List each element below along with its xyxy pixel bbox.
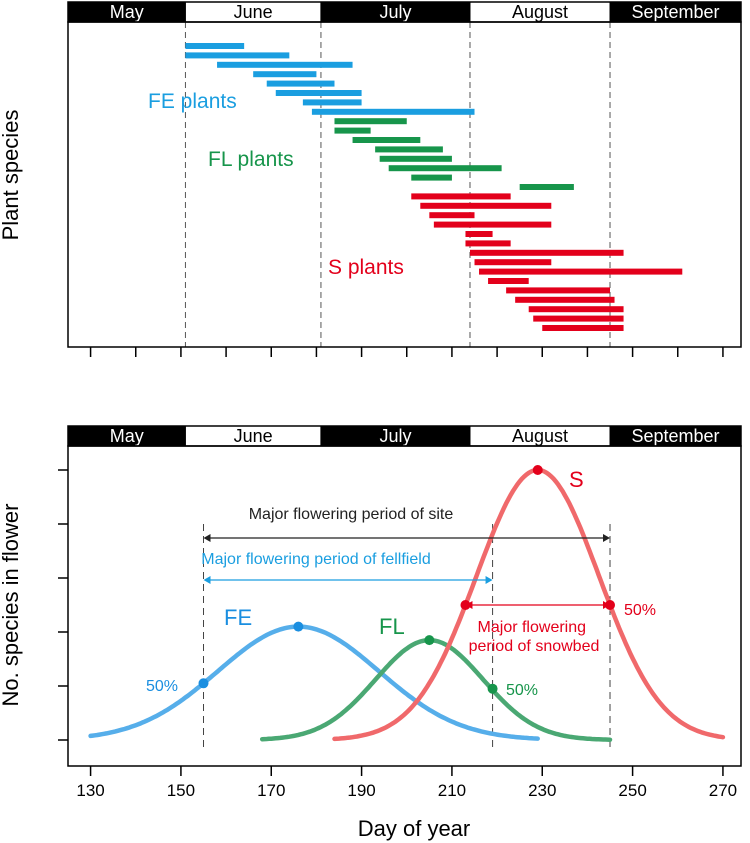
- label-fl-plants: FL plants: [208, 148, 294, 171]
- species-bar-s: [488, 278, 529, 284]
- arrow-label-snowbed: Major flowering period of snowbed: [469, 619, 600, 655]
- species-bar-s: [465, 240, 511, 247]
- species-bar-s: [420, 202, 552, 209]
- bottom-y-ticks: [58, 469, 68, 741]
- bottom-panel: May June July August September 130 150 170 190 2…: [0, 425, 742, 841]
- species-bar-fl: [411, 174, 452, 181]
- bottom-month-bar: May June July August September: [67, 425, 742, 447]
- bottom-curves: [88, 467, 726, 742]
- series-label-s: S: [569, 467, 584, 492]
- series-label-fl: FL: [379, 614, 405, 639]
- bottom-month-label-june: June: [234, 426, 273, 446]
- peak-marker-fe: [293, 621, 304, 632]
- bottom-month-label-may: May: [110, 426, 144, 446]
- bottom-x-tick-label: 270: [709, 781, 737, 800]
- half-marker-s: [460, 600, 471, 610]
- top-bars: [185, 43, 683, 331]
- species-bar-s: [479, 268, 683, 275]
- arrow-site-head-left: [203, 534, 211, 542]
- species-bar-fe: [311, 108, 475, 115]
- species-bar-fe: [185, 43, 245, 49]
- species-bar-s: [474, 259, 552, 266]
- top-month-label-july: July: [379, 2, 411, 22]
- top-month-label-may: May: [110, 2, 144, 22]
- half-label-fe: 50%: [146, 678, 178, 695]
- bottom-markers: [198, 465, 616, 694]
- species-bar-s: [469, 249, 624, 256]
- species-bar-fe: [253, 71, 317, 78]
- top-month-label-june: June: [234, 2, 273, 22]
- half-label-s: 50%: [624, 602, 656, 619]
- half-marker-fl: [487, 683, 498, 694]
- species-bar-s: [542, 325, 624, 331]
- species-bar-fl: [388, 165, 502, 172]
- curve-s: [332, 467, 726, 742]
- species-bar-s: [429, 212, 475, 219]
- top-panel: May June July August September Plant species…: [0, 1, 742, 357]
- species-bar-s: [411, 193, 511, 200]
- bottom-x-axis-label: Day of year: [358, 816, 471, 841]
- bottom-y-axis-label: No. species in flower: [0, 504, 23, 707]
- bottom-reference-lines: [203, 524, 611, 752]
- species-bar-s: [465, 231, 493, 237]
- arrow-label-site: Major flowering period of site: [249, 506, 454, 523]
- bottom-month-label-august: August: [512, 426, 568, 446]
- top-x-ticks: [89, 347, 724, 357]
- bottom-month-label-july: July: [379, 426, 411, 446]
- arrow-label-fellfield: Major flowering period of fellfield: [201, 551, 430, 568]
- species-bar-s: [506, 287, 611, 294]
- species-bar-s: [528, 306, 624, 313]
- species-bar-s: [533, 315, 624, 322]
- curve-fe: [88, 624, 540, 741]
- species-bar-fe: [185, 52, 290, 59]
- bottom-month-frame: [67, 425, 742, 447]
- label-fe-plants: FE plants: [148, 90, 237, 113]
- species-bar-fl: [375, 146, 443, 153]
- arrow-fellfield-head-right: [485, 576, 493, 584]
- curve-fl: [259, 637, 613, 742]
- half-marker-s: [605, 600, 616, 610]
- label-s-plants: S plants: [328, 256, 404, 279]
- species-bar-fe: [275, 90, 362, 96]
- bottom-x-tick-label: 230: [528, 781, 556, 800]
- arrow-fellfield-head-left: [203, 576, 211, 584]
- species-bar-s: [433, 221, 552, 228]
- top-y-axis-label: Plant species: [0, 110, 23, 241]
- species-bar-fl: [352, 137, 421, 143]
- series-label-fe: FE: [224, 605, 252, 630]
- species-bar-fl: [334, 127, 371, 134]
- top-month-bar: May June July August September: [67, 1, 742, 23]
- bottom-x-ticks: 130 150 170 190 210 230 250 270: [76, 766, 737, 800]
- half-label-fl: 50%: [506, 682, 538, 699]
- species-bar-fl: [379, 155, 452, 162]
- top-month-label-august: August: [512, 2, 568, 22]
- species-bar-fe: [217, 61, 353, 68]
- bottom-arrows: [203, 534, 611, 609]
- species-bar-fe: [302, 99, 362, 106]
- peak-marker-fl: [424, 635, 435, 646]
- half-marker-fe: [198, 678, 209, 689]
- species-bar-fl: [334, 118, 407, 125]
- peak-marker-s: [532, 465, 543, 475]
- species-bar-fe: [266, 80, 335, 87]
- species-bar-fl: [519, 184, 574, 190]
- arrow-site-head-right: [603, 534, 611, 542]
- species-bar-s: [515, 296, 615, 303]
- bottom-x-tick-label: 130: [76, 781, 104, 800]
- bottom-x-tick-label: 190: [347, 781, 375, 800]
- top-month-label-september: September: [631, 2, 719, 22]
- bottom-month-label-september: September: [631, 426, 719, 446]
- bottom-x-tick-label: 210: [438, 781, 466, 800]
- bottom-x-tick-label: 170: [257, 781, 285, 800]
- bottom-x-tick-label: 150: [167, 781, 195, 800]
- top-plot-frame: [67, 21, 742, 348]
- top-month-frame: [67, 1, 742, 23]
- bottom-x-tick-label: 250: [618, 781, 646, 800]
